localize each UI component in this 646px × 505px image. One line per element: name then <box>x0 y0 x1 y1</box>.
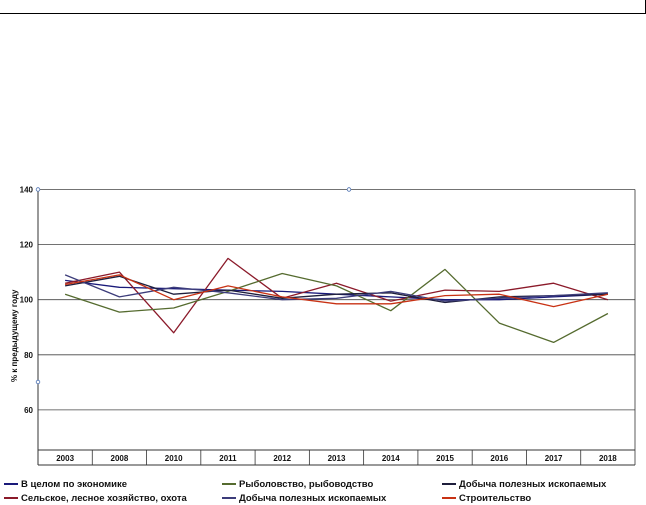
grid-lines <box>37 189 636 466</box>
legend-swatch <box>222 483 236 485</box>
series-line <box>64 257 609 334</box>
plot-area-handle[interactable] <box>346 187 352 192</box>
series-lines <box>64 257 609 344</box>
plot-area-handle[interactable] <box>35 187 41 192</box>
y-axis-label: % к предыдущему году <box>10 289 19 382</box>
legend-label: Добыча полезных ископаемых <box>239 492 387 504</box>
legend-swatch <box>442 497 456 499</box>
x-tick-label: 2018 <box>599 454 617 463</box>
plot-area-handle[interactable] <box>35 379 41 385</box>
legend-label: Сельское, лесное хозяйство, охота <box>21 492 187 504</box>
legend-item: В целом по экономике <box>4 477 127 491</box>
legend-swatch <box>4 497 18 499</box>
x-tick-label: 2011 <box>219 454 237 463</box>
legend-swatch <box>222 497 236 499</box>
legend-label: В целом по экономике <box>21 478 128 490</box>
legend-item: Добыча полезных ископаемых <box>222 491 386 505</box>
x-axis-ticks: 2003 2008 2010 2011 2012 2013 2014 2015 2016 2017… <box>56 454 617 463</box>
x-tick-label: 2017 <box>545 454 563 463</box>
legend-item: Рыболовство, рыбоводство <box>222 477 373 491</box>
y-tick-label: 100 <box>20 296 34 305</box>
x-tick-label: 2014 <box>382 454 400 463</box>
x-tick-label: 2010 <box>165 454 183 463</box>
x-tick-label: 2012 <box>273 454 291 463</box>
x-tick-label: 2003 <box>56 454 74 463</box>
series-line <box>64 274 609 308</box>
legend-item: Строительство <box>442 491 531 505</box>
legend-label: Строительство <box>459 492 532 504</box>
legend-swatch <box>4 483 18 485</box>
x-tick-label: 2008 <box>111 454 129 463</box>
legend-item: Добыча полезных ископаемых <box>442 477 606 491</box>
y-tick-label: 120 <box>20 241 34 250</box>
legend-item: Сельское, лесное хозяйство, охота <box>4 491 187 505</box>
series-line <box>64 274 608 302</box>
chart-legend: В целом по экономике Рыболовство, рыбовод… <box>4 474 644 505</box>
legend-swatch <box>442 483 456 485</box>
legend-label: Добыча полезных ископаемых <box>459 478 607 490</box>
series-line <box>64 268 609 344</box>
legend-label: Рыболовство, рыбоводство <box>239 478 374 490</box>
x-tick-label: 2016 <box>490 454 508 463</box>
series-line <box>64 275 608 304</box>
top-border-line <box>0 13 646 14</box>
y-tick-label: 140 <box>20 186 34 195</box>
y-axis-ticks: 60 80 100 120 140 <box>20 186 34 415</box>
x-tick-label: 2015 <box>436 454 454 463</box>
y-tick-label: 60 <box>24 406 33 415</box>
y-tick-label: 80 <box>24 351 33 360</box>
x-tick-label: 2013 <box>328 454 346 463</box>
